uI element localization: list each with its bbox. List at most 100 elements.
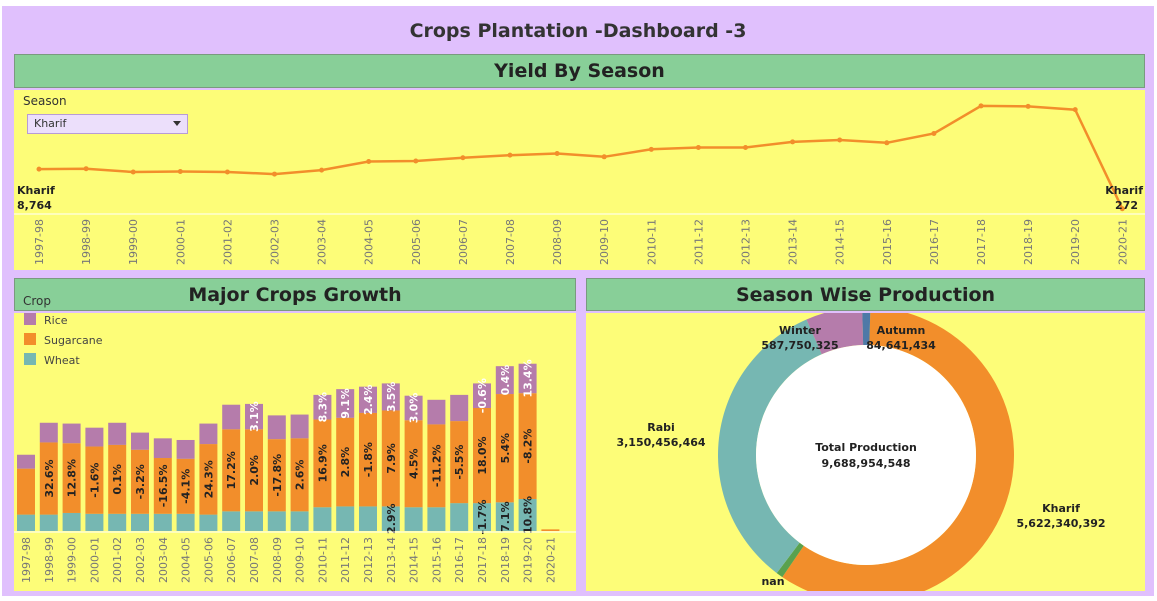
bar-sugarcane (267, 439, 286, 512)
sugarcane-growth-label: 2.0% (248, 455, 261, 486)
production-donut-chart: Total Production 9,688,954,548 Kharif 5,622… (616, 313, 1106, 591)
x-tick-label: 2013-14 (385, 537, 398, 583)
sugarcane-growth-label: -4.1% (180, 469, 193, 504)
yield-point (507, 152, 513, 158)
bar-rice (336, 389, 355, 418)
bar-sugarcane (404, 420, 423, 508)
bar-rice (381, 383, 400, 411)
x-tick-label: 2000-01 (88, 537, 101, 583)
bar-wheat (313, 507, 332, 531)
bar-wheat (267, 511, 286, 531)
bar-sugarcane (541, 529, 560, 531)
bar-rice (313, 394, 332, 420)
x-tick-label: 2001-02 (221, 219, 234, 265)
season-dropdown-value: Kharif (34, 117, 67, 130)
bar-sugarcane (17, 468, 35, 515)
bar-sugarcane (518, 393, 537, 500)
yield-point (272, 171, 277, 177)
x-tick-label: 2014-15 (408, 537, 421, 583)
yield-panel: 1997-98 1998-99 1999-00 2000-01 2001-02 2002-… (14, 90, 1145, 270)
crops-bar-chart: 1997-98 32.6% 1998-99 12.8% 1999-00 -1.6% 2000… (14, 313, 576, 583)
x-tick-label: 2016-17 (928, 219, 941, 265)
end-label-value: 272 (1115, 199, 1138, 212)
bar-wheat (473, 503, 491, 531)
yield-point (366, 158, 372, 164)
bar-sugarcane (427, 424, 446, 508)
bar-sugarcane (153, 458, 172, 514)
bar-wheat (495, 502, 514, 531)
total-production-title: Total Production (815, 441, 917, 454)
bar-wheat (85, 513, 104, 531)
yield-point (743, 144, 748, 150)
bar-wheat (199, 514, 218, 531)
sugarcane-growth-label: 32.6% (43, 459, 56, 497)
bar-wheat (131, 513, 149, 531)
x-tick-label: 2007-08 (248, 537, 261, 583)
crop-legend-title: Crop (23, 294, 52, 308)
x-tick-label: 1998-99 (43, 537, 56, 583)
x-tick-label: 2016-17 (453, 537, 466, 583)
legend-label-wheat: Wheat (44, 354, 80, 367)
sugarcane-growth-label: 4.5% (408, 449, 421, 480)
bar-rice (39, 422, 58, 443)
sugarcane-growth-label: -3.2% (134, 464, 147, 499)
x-tick-label: 2013-14 (787, 219, 800, 265)
bar-rice (131, 432, 149, 450)
legend-label-sugarcane: Sugarcane (44, 334, 103, 347)
x-tick-label: 2002-03 (134, 537, 147, 583)
slice-label-name: nan (761, 575, 784, 588)
yield-series-line (38, 104, 1124, 210)
bar-rice (176, 439, 195, 459)
x-tick-label: 2015-16 (430, 537, 443, 583)
x-tick-label: 1999-00 (127, 219, 140, 265)
legend-label-rice: Rice (44, 314, 68, 327)
bar-rice (85, 427, 104, 447)
bar-sugarcane (336, 417, 355, 507)
season-filter-label: Season (23, 94, 67, 108)
yield-point (601, 154, 607, 160)
bar-rice (17, 454, 35, 469)
rice-growth-label: 2.4% (362, 385, 375, 416)
bar-sugarcane (199, 444, 218, 515)
slice-label-value: 5,622,340,392 (1016, 517, 1105, 530)
sugarcane-growth-label: -1.6% (88, 463, 101, 498)
bar-wheat (404, 507, 423, 531)
x-tick-label: 2001-02 (111, 537, 124, 583)
donut-slice-winter (806, 313, 864, 355)
yield-point (413, 158, 419, 164)
yield-header: Yield By Season (14, 54, 1145, 88)
bar-rice (450, 394, 469, 422)
sugarcane-growth-label: -17.8% (271, 454, 284, 497)
slice-label-value: 3,150,456,464 (616, 436, 705, 449)
x-tick-label: 2010-11 (316, 537, 329, 583)
bar-rice (62, 423, 81, 444)
bar-rice (404, 395, 423, 421)
x-tick-label: 1997-98 (33, 219, 46, 265)
bar-wheat (108, 513, 127, 531)
bar-sugarcane (495, 394, 514, 503)
x-tick-label: 2004-05 (363, 219, 376, 265)
rice-growth-label: 0.4% (499, 365, 512, 396)
bar-wheat (222, 511, 241, 531)
x-tick-label: 2020-21 (544, 537, 557, 583)
bar-rice (473, 383, 491, 408)
yield-point (554, 151, 560, 157)
sugarcane-growth-label: 16.9% (316, 444, 329, 482)
yield-point (1119, 206, 1125, 212)
bar-wheat (62, 512, 81, 531)
dashboard-title: Crops Plantation -Dashboard -3 (409, 20, 747, 42)
wheat-growth-label: -1.7% (476, 500, 489, 535)
bar-wheat (359, 506, 377, 531)
wheat-growth-label: 10.8% (522, 496, 535, 534)
x-tick-label: 2020-21 (1116, 219, 1129, 265)
x-tick-label: 2019-20 (1069, 219, 1082, 265)
wheat-growth-label: 7.1% (499, 501, 512, 532)
season-dropdown[interactable]: Kharif (27, 114, 188, 134)
sugarcane-growth-label: -11.2% (430, 444, 443, 487)
sugarcane-growth-label: -16.5% (157, 465, 170, 508)
bar-rice (245, 403, 263, 430)
start-label-value: 8,764 (17, 199, 52, 212)
slice-label-name: Autumn (877, 324, 926, 337)
x-tick-label: 2009-10 (294, 537, 307, 583)
x-tick-label: 2007-08 (504, 219, 517, 265)
